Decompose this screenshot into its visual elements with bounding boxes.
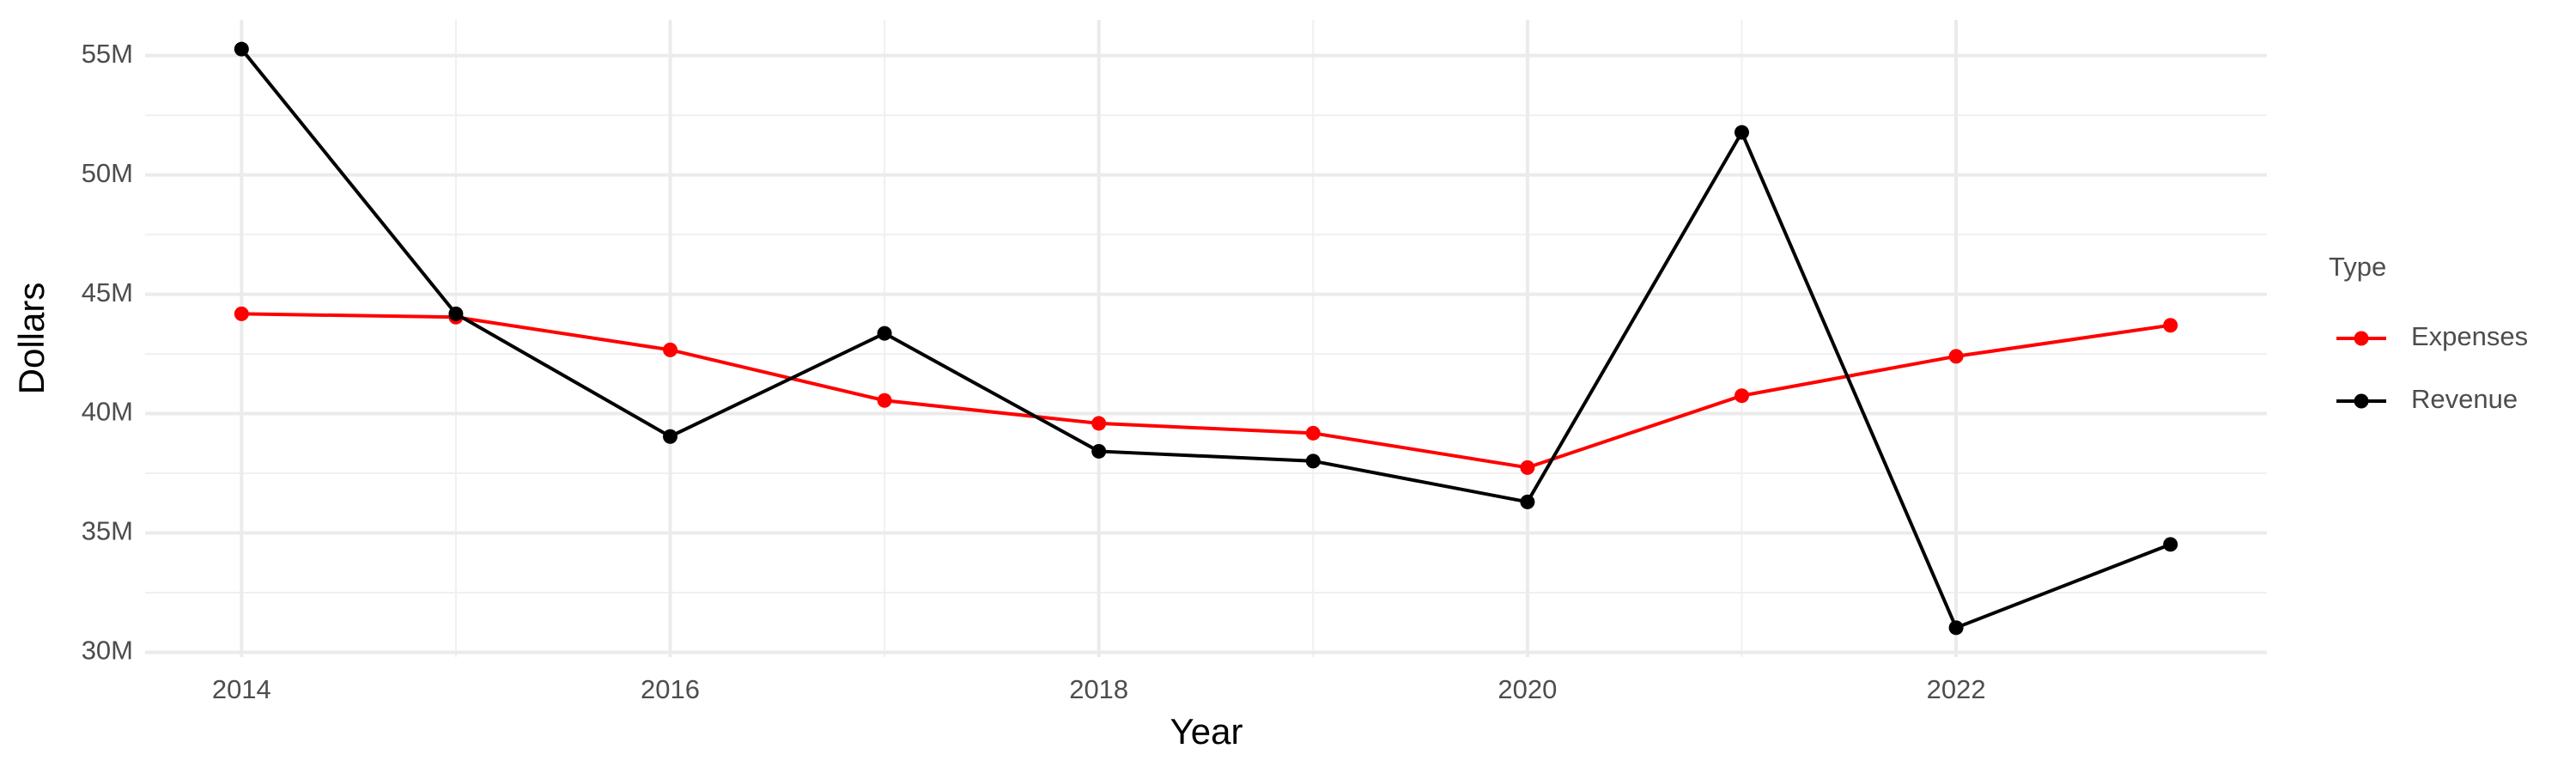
legend-point (2354, 393, 2369, 409)
legend-point (2354, 331, 2369, 346)
point (234, 306, 249, 321)
point (1305, 425, 1321, 441)
y-axis-title: Dollars (11, 283, 52, 395)
y-tick-label: 50M (82, 158, 133, 188)
line (240, 47, 2172, 630)
point (663, 342, 678, 357)
line (241, 312, 2171, 470)
legend-title: Type (2329, 252, 2386, 282)
point (1734, 125, 1749, 140)
point (1305, 453, 1321, 469)
point (1948, 620, 1964, 636)
y-tick-label: 30M (82, 636, 133, 666)
point (663, 429, 678, 444)
x-tick-label: 2014 (212, 674, 271, 704)
point (1091, 416, 1107, 431)
point (1520, 460, 1535, 475)
y-tick-label: 45M (82, 277, 133, 307)
x-tick-label: 2022 (1927, 674, 1986, 704)
point (2163, 318, 2178, 333)
legend-label: Revenue (2411, 384, 2518, 414)
point (2163, 537, 2178, 552)
y-tick-label: 40M (82, 397, 133, 427)
x-tick-label: 2020 (1498, 674, 1557, 704)
point (877, 393, 892, 408)
point (877, 326, 892, 341)
x-tick-label: 2016 (641, 674, 700, 704)
point (234, 41, 249, 57)
point (1734, 388, 1749, 404)
point (1948, 349, 1964, 364)
legend-label: Expenses (2411, 321, 2528, 351)
point (448, 306, 464, 321)
y-tick-label: 35M (82, 516, 133, 546)
point (1520, 494, 1535, 509)
x-tick-label: 2018 (1069, 674, 1128, 704)
y-tick-label: 55M (82, 39, 133, 69)
x-axis-title: Year (1170, 711, 1243, 752)
point (1091, 443, 1107, 459)
